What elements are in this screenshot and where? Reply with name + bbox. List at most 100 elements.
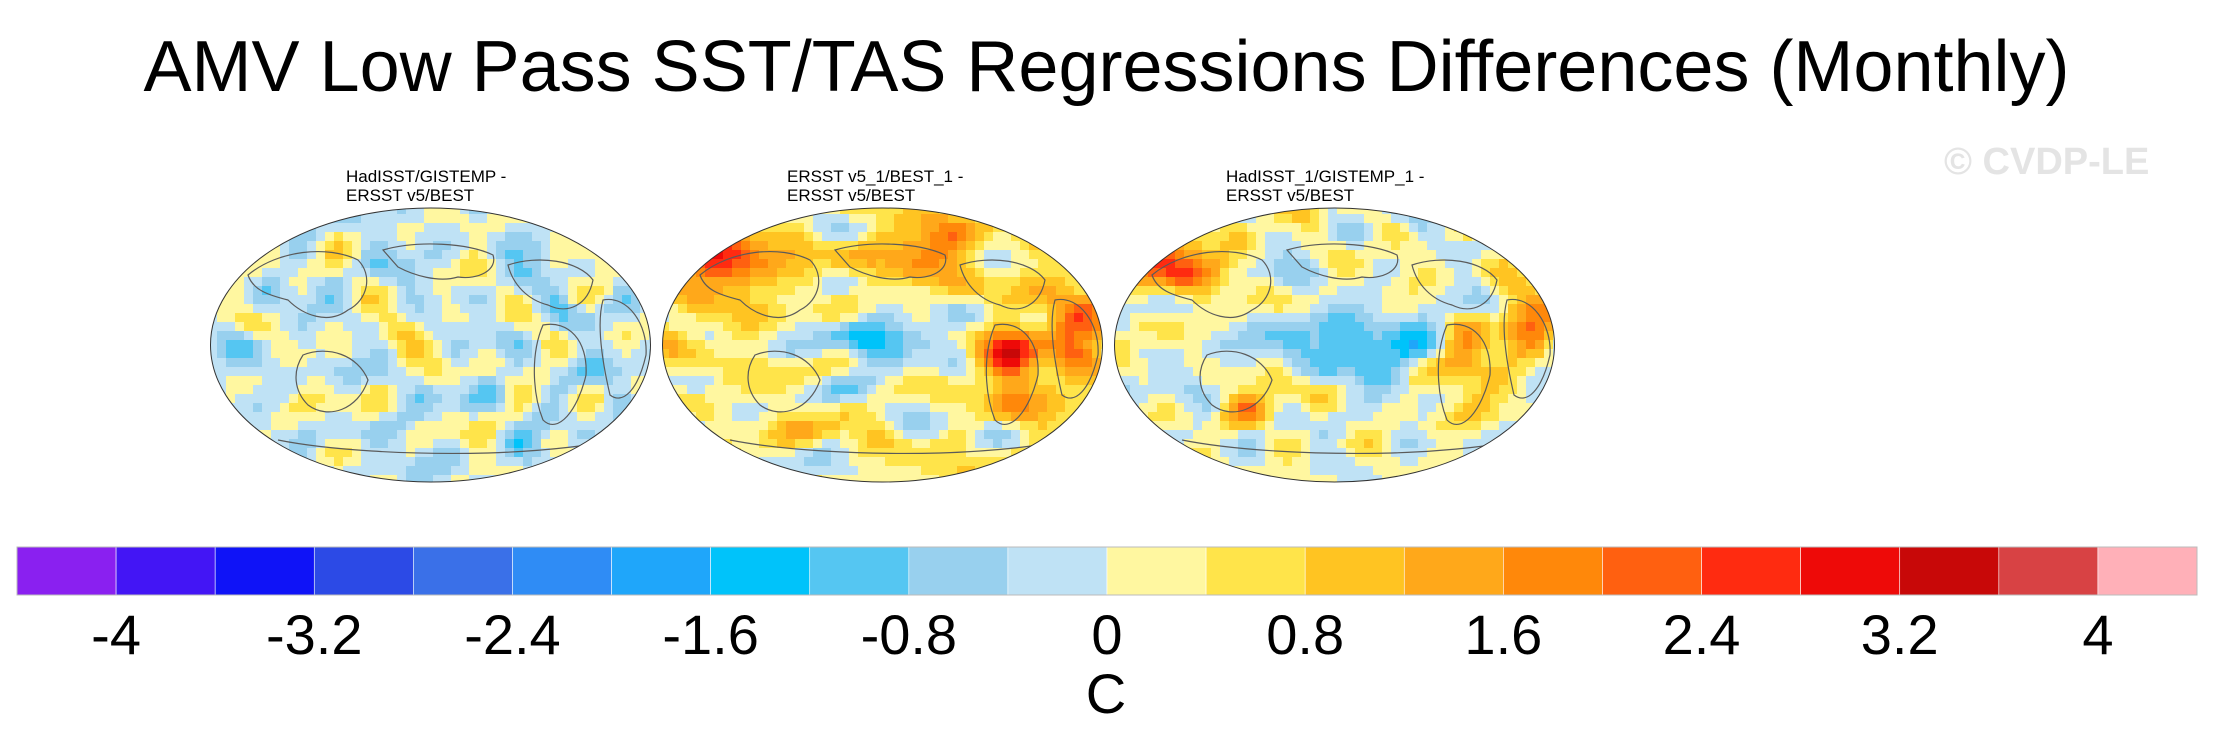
- map-cell: [1490, 313, 1500, 323]
- map-cell: [1083, 313, 1093, 323]
- map-cell: [921, 286, 931, 296]
- map-cell: [768, 358, 778, 368]
- map-cell: [424, 430, 434, 440]
- map-cell: [687, 385, 697, 395]
- map-cell: [622, 340, 632, 350]
- map-cell: [325, 448, 335, 458]
- map-cell: [496, 340, 506, 350]
- map-cell: [939, 349, 949, 359]
- map-cell: [1400, 250, 1410, 260]
- map-cell: [1274, 331, 1284, 341]
- map-cell: [379, 430, 389, 440]
- map-cell: [352, 268, 362, 278]
- map-cell: [550, 259, 560, 269]
- map-cell: [532, 403, 542, 413]
- map-cell: [1184, 403, 1194, 413]
- map-cell: [532, 349, 542, 359]
- map-cell: [1274, 250, 1284, 260]
- map-cell: [487, 241, 497, 251]
- map-cell: [1526, 358, 1536, 368]
- map-cell: [930, 430, 940, 440]
- map-cell: [496, 223, 506, 233]
- map-cell: [876, 385, 886, 395]
- map-cell: [217, 358, 227, 368]
- map-cell: [325, 367, 335, 377]
- map-cell: [532, 421, 542, 431]
- map-cell: [957, 322, 967, 332]
- map-cell: [433, 358, 443, 368]
- map-cell: [1301, 484, 1311, 485]
- map-cell: [1211, 358, 1221, 368]
- map-cell: [1517, 277, 1527, 287]
- map-cell: [352, 376, 362, 386]
- map-cell: [876, 331, 886, 341]
- map-cell: [334, 268, 344, 278]
- map-cell: [813, 277, 823, 287]
- map-cell: [541, 286, 551, 296]
- map-cell: [550, 394, 560, 404]
- map-cell: [1038, 367, 1048, 377]
- map-cell: [741, 367, 751, 377]
- map-cell: [613, 385, 623, 395]
- map-cell: [867, 208, 877, 215]
- map-cell: [1445, 295, 1455, 305]
- map-cell: [948, 241, 958, 251]
- map-cell: [577, 358, 587, 368]
- map-cell: [1436, 241, 1446, 251]
- map-cell: [559, 232, 569, 242]
- map-cell: [1463, 430, 1473, 440]
- map-cell: [948, 421, 958, 431]
- map-cell: [858, 430, 868, 440]
- map-cell: [885, 241, 895, 251]
- map-cell: [912, 268, 922, 278]
- map-cell: [253, 394, 263, 404]
- map-cell: [586, 349, 596, 359]
- map-cell: [1373, 232, 1383, 242]
- map-cell: [496, 439, 506, 449]
- map-cell: [379, 322, 389, 332]
- map-cell: [741, 403, 751, 413]
- coastline: [1199, 350, 1273, 413]
- map-cell: [1409, 430, 1419, 440]
- map-cell: [1247, 241, 1257, 251]
- map-cell: [1355, 475, 1365, 482]
- map-cell: [741, 385, 751, 395]
- map-cell: [505, 259, 515, 269]
- map-cell: [210, 304, 218, 314]
- map-cell: [388, 358, 398, 368]
- map-cell: [1148, 304, 1158, 314]
- map-cell: [1319, 358, 1329, 368]
- map-cell: [568, 439, 578, 449]
- map-cell: [226, 385, 236, 395]
- map-cell: [361, 232, 371, 242]
- map-cell: [415, 349, 425, 359]
- map-cell: [424, 394, 434, 404]
- map-cell: [343, 439, 353, 449]
- map-cell: [1355, 349, 1365, 359]
- map-cell: [795, 385, 805, 395]
- map-cell: [595, 358, 605, 368]
- map-cell: [1056, 412, 1066, 422]
- map-cell: [1337, 214, 1347, 224]
- map-cell: [1056, 340, 1066, 350]
- map-cell: [469, 223, 479, 233]
- map-cell: [271, 430, 281, 440]
- map-cell: [912, 421, 922, 431]
- map-cell: [975, 241, 985, 251]
- map-cell: [1020, 439, 1030, 449]
- map-cell: [1301, 286, 1311, 296]
- map-cell: [1436, 430, 1446, 440]
- colorbar-tick-label: 1.6: [1464, 603, 1543, 666]
- map-cell: [388, 475, 398, 482]
- map-cell: [1373, 484, 1383, 485]
- map-cell: [298, 448, 308, 458]
- map-cell: [1074, 331, 1084, 341]
- map-cell: [1065, 430, 1075, 440]
- map-cell: [948, 340, 958, 350]
- map-cell: [1265, 367, 1275, 377]
- map-cell: [262, 439, 272, 449]
- map-cell: [966, 349, 976, 359]
- map-cell: [858, 475, 868, 482]
- map-cell: [831, 250, 841, 260]
- map-cell: [1319, 322, 1329, 332]
